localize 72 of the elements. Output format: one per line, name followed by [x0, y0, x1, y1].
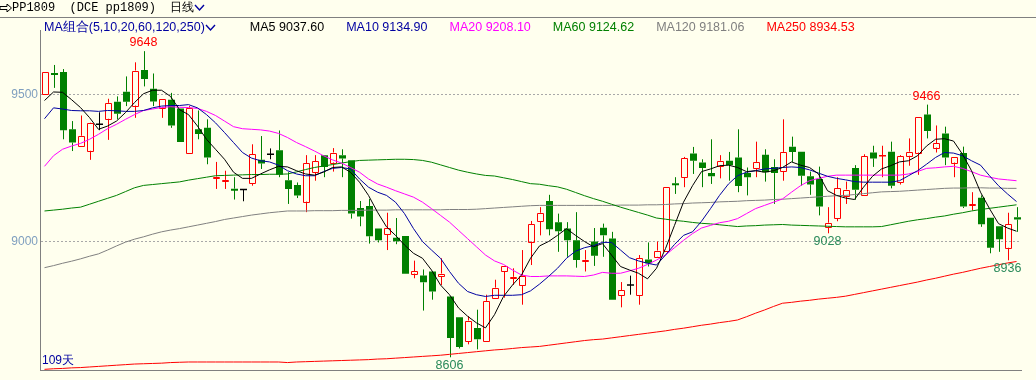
annotation: 9648 — [129, 35, 158, 50]
candlestick — [285, 171, 292, 205]
candlestick — [924, 104, 931, 139]
candlestick — [609, 231, 616, 300]
candlestick — [384, 212, 391, 251]
text: MA250 8934.53 — [766, 20, 855, 34]
candlestick — [717, 154, 724, 179]
candlestick — [573, 211, 580, 269]
chart-title: PP1809 (DCE pp1809) 日线 — [12, 1, 195, 15]
candlestick — [897, 156, 904, 186]
candlestick — [933, 124, 940, 154]
candlestick — [1005, 212, 1012, 261]
candlestick — [366, 198, 373, 245]
y-tick-label: 9000 — [11, 233, 39, 248]
candlestick — [627, 275, 634, 296]
candlestick — [132, 61, 139, 119]
candlestick — [438, 257, 445, 286]
text: MA10 9134.90 — [346, 20, 428, 34]
candlestick — [528, 220, 535, 266]
y-tick-label: 9500 — [11, 86, 39, 101]
candlestick — [159, 99, 166, 119]
candlestick — [375, 228, 382, 243]
candlestick — [825, 206, 832, 234]
text: MA20 9208.10 — [449, 20, 531, 34]
legend-title: MA组合(5,10,20,60,120,250) — [44, 20, 205, 34]
candlestick — [861, 153, 868, 196]
candlestick — [60, 68, 67, 140]
candlestick — [213, 161, 220, 190]
candlestick — [915, 117, 922, 176]
candlestick — [492, 279, 499, 299]
candlestick — [546, 194, 553, 236]
candlestick — [582, 249, 589, 272]
annotation: 109天 — [42, 352, 75, 369]
candlestick — [501, 266, 508, 299]
candlestick — [789, 136, 796, 163]
candlestick — [51, 64, 58, 89]
candlestick — [204, 118, 211, 165]
candlestick — [636, 254, 643, 306]
text: MA5 9037.60 — [249, 20, 325, 34]
candlestick — [105, 98, 112, 141]
candlestick — [699, 158, 706, 188]
candlestick — [672, 176, 679, 195]
candlestick — [141, 50, 148, 87]
candlestick — [231, 176, 238, 201]
candlestick — [474, 309, 481, 350]
candlestick — [249, 143, 256, 187]
candlestick — [708, 138, 715, 185]
candlestick — [294, 181, 301, 199]
candlestick — [996, 226, 1003, 253]
text: MA60 9124.62 — [552, 20, 635, 34]
candlestick — [78, 114, 85, 147]
candlestick — [753, 141, 760, 178]
candlestick — [537, 206, 544, 236]
candlestick — [654, 241, 661, 258]
candlestick — [123, 75, 130, 107]
annotation: 9466 — [912, 88, 941, 103]
candlestick — [618, 281, 625, 308]
candlestick — [942, 126, 949, 166]
candlestick — [429, 271, 436, 301]
candlestick — [780, 118, 787, 182]
candlestick — [555, 213, 562, 253]
candlestick — [600, 223, 607, 258]
annotation: 8606 — [435, 357, 464, 372]
candlestick — [744, 167, 751, 196]
annotation: 8936 — [993, 261, 1022, 276]
candlestick — [519, 249, 526, 306]
candlestick — [690, 146, 697, 175]
candlestick — [681, 158, 688, 188]
candlestick — [906, 137, 913, 167]
text: MA120 9181.06 — [656, 20, 745, 34]
annotation: 9028 — [813, 234, 842, 249]
candlestick — [357, 200, 364, 227]
